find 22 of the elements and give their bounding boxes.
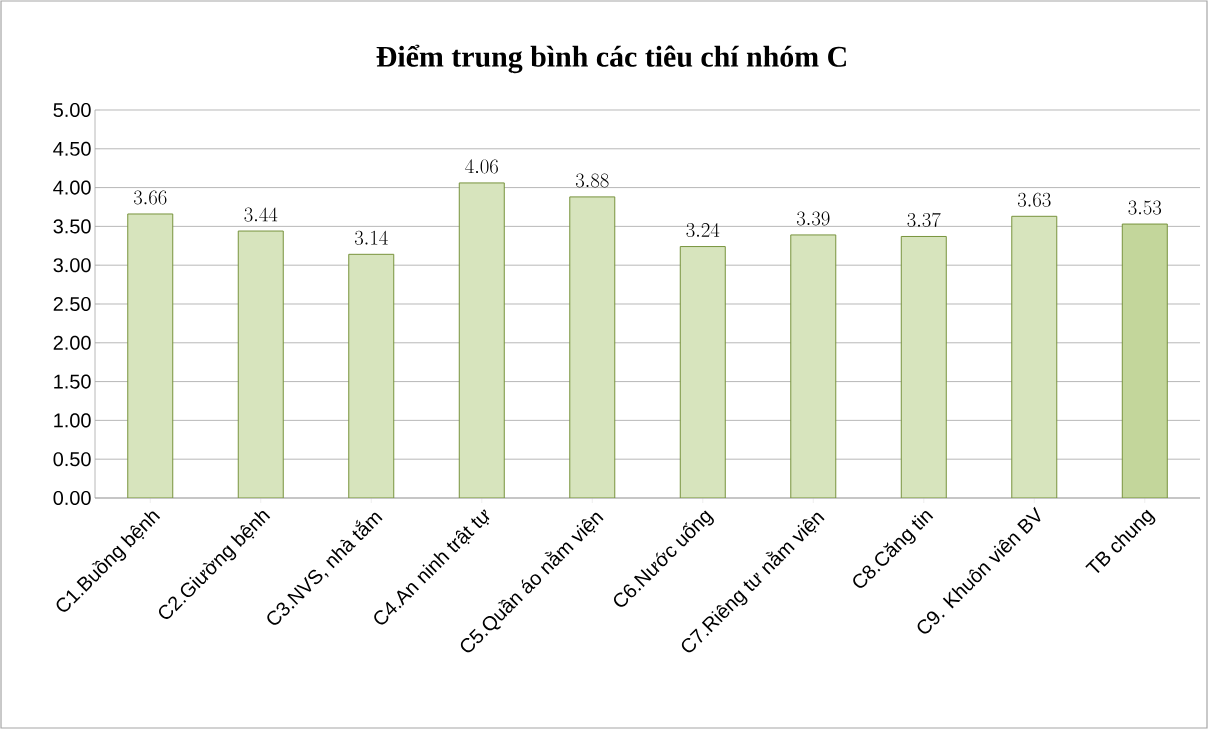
- y-tick-label: 0.00: [53, 490, 91, 506]
- data-label: 3. 14: [354, 230, 388, 245]
- y-tick-label: 1.50: [54, 374, 91, 389]
- y-tick-label: 5.00: [53, 102, 91, 118]
- y-tick-label: 2.50: [53, 296, 91, 312]
- y-tick-label: 0.50: [53, 452, 91, 467]
- y-tick-label: 1.00: [54, 413, 91, 428]
- data-label: 4.06: [465, 159, 498, 174]
- data-label: 3.63: [1017, 192, 1051, 207]
- y-tick-label: 4.00: [53, 180, 91, 195]
- y-tick-label: 2.00: [53, 335, 91, 350]
- data-label: 3.37: [907, 212, 941, 227]
- y-tick-label: 3.00: [53, 258, 91, 273]
- data-label: 3.53: [1128, 200, 1162, 215]
- data-label: 3.44: [244, 207, 278, 222]
- y-tick-label: 4.50: [53, 141, 91, 156]
- data-label: 3.66: [133, 190, 167, 205]
- chart-title: Điểm trung bình các tiêu chí nhóm C: [376, 44, 846, 74]
- data-label: 3.24: [686, 222, 720, 238]
- y-tick-label: 3.50: [53, 219, 91, 234]
- data-label: 3.88: [575, 173, 609, 188]
- data-label: 3.39: [796, 211, 830, 226]
